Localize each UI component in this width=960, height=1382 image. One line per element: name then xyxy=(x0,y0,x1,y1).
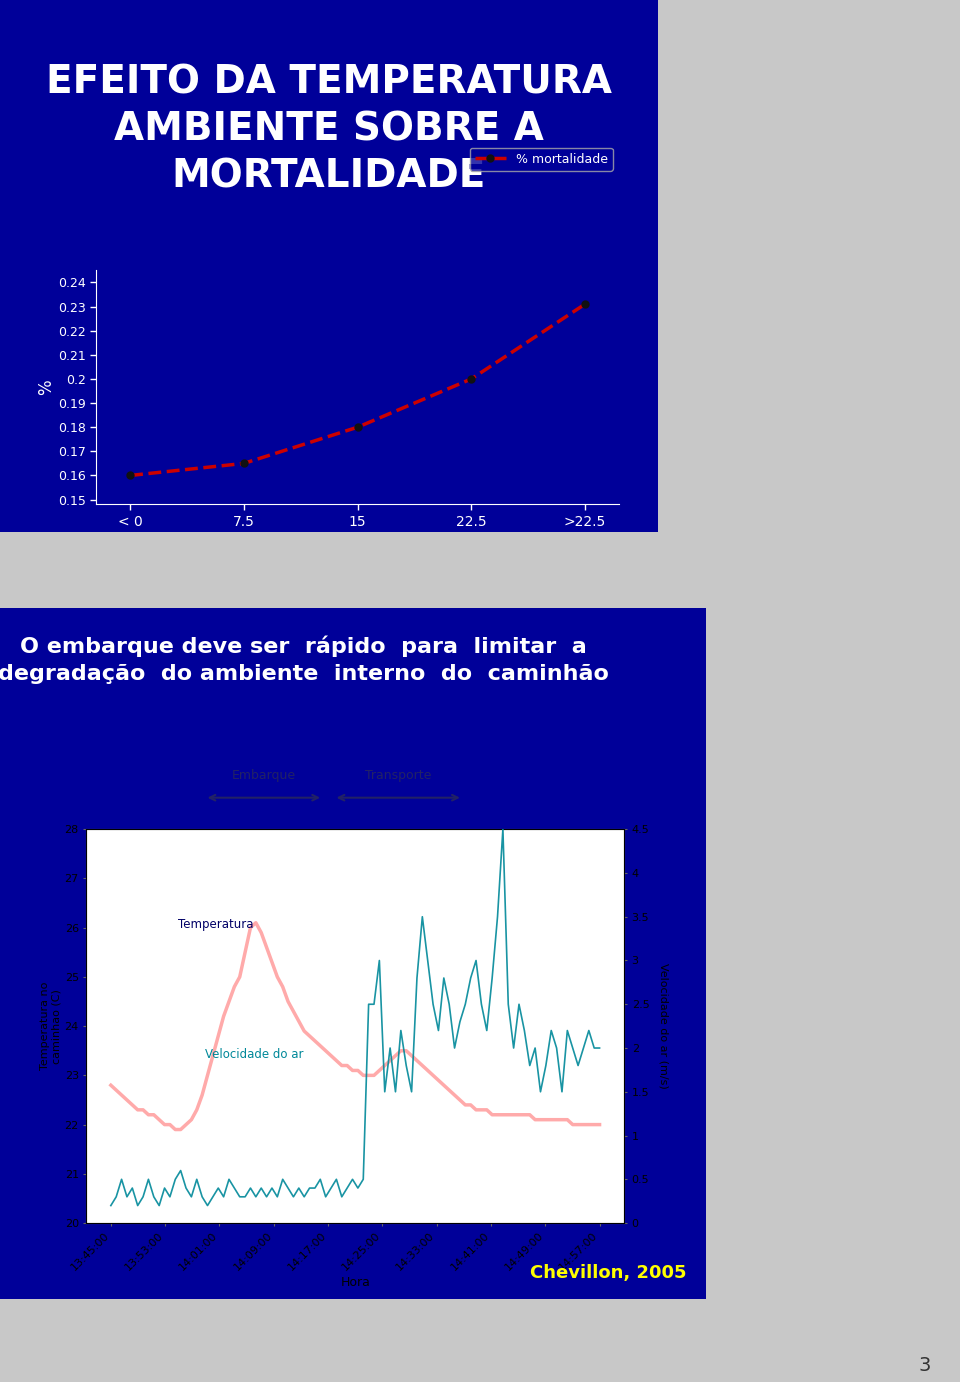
Text: Temperatura: Temperatura xyxy=(178,918,257,930)
Text: EFEITO DA TEMPERATURA
AMBIENTE SOBRE A
MORTALIDADE: EFEITO DA TEMPERATURA AMBIENTE SOBRE A M… xyxy=(46,64,612,196)
Y-axis label: Temperatura no
caminhao (C): Temperatura no caminhao (C) xyxy=(40,983,61,1070)
Text: 3: 3 xyxy=(919,1356,931,1375)
Line: % mortalidade: % mortalidade xyxy=(127,301,588,480)
Text: O embarque deve ser  rápido  para  limitar  a
degradação  do ambiente  interno  : O embarque deve ser rápido para limitar … xyxy=(0,636,609,684)
% mortalidade xyxy=(579,296,590,312)
% mortalidade xyxy=(466,370,477,387)
% mortalidade xyxy=(238,455,250,471)
% mortalidade xyxy=(125,467,136,484)
Legend: % mortalidade: % mortalidade xyxy=(469,148,612,171)
X-axis label: Hora: Hora xyxy=(340,1276,371,1288)
Y-axis label: Velocidade do ar (m/s): Velocidade do ar (m/s) xyxy=(659,963,669,1089)
Text: Velocidade do ar: Velocidade do ar xyxy=(204,1048,303,1060)
% mortalidade xyxy=(351,419,363,435)
Y-axis label: %: % xyxy=(36,380,55,395)
Text: Transporte: Transporte xyxy=(365,768,431,782)
Text: Chevillon, 2005: Chevillon, 2005 xyxy=(530,1265,686,1282)
Text: Embarque: Embarque xyxy=(231,768,296,782)
